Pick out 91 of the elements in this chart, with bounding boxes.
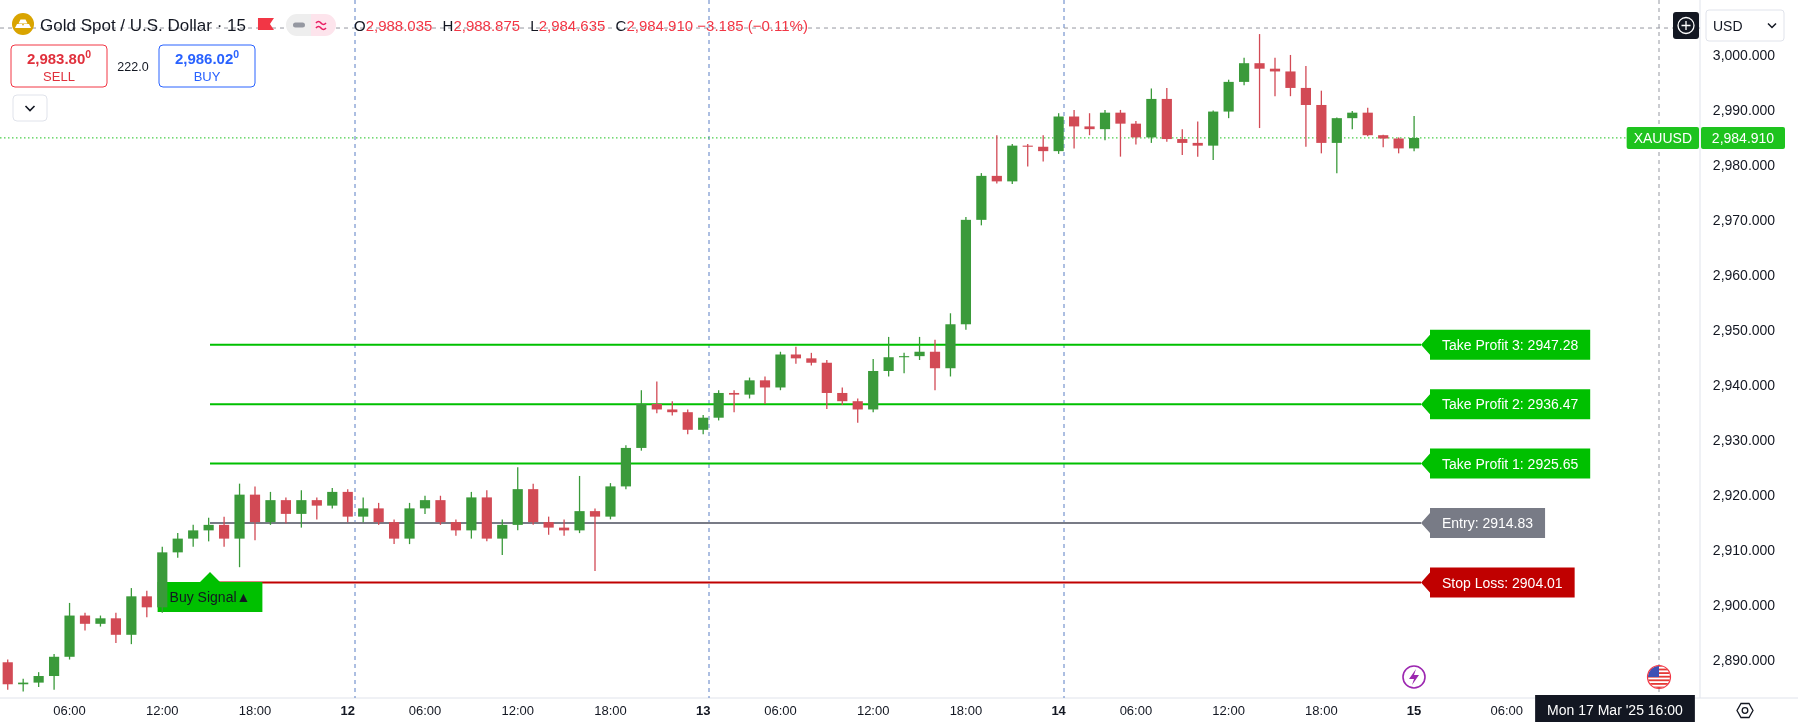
candlestick [141, 590, 152, 618]
x-tick-label: 06:00 [1490, 703, 1524, 718]
y-tick-label: 2,984.910 [1711, 129, 1775, 146]
candlestick [1022, 143, 1033, 168]
ref-line-label: Entry: 2914.83 [1442, 515, 1534, 532]
x-tick-label: 12:00 [501, 703, 534, 718]
x-tick-label: 18:00 [238, 703, 272, 718]
candlestick [914, 336, 925, 361]
candlestick [929, 339, 941, 391]
candlestick [172, 532, 183, 559]
candlestick [1099, 109, 1111, 141]
annotation: 2,986.02$^{0}$ [174, 48, 240, 67]
candlestick [883, 336, 894, 378]
x-tick-label: 06:00 [53, 703, 86, 718]
candlestick [265, 491, 276, 526]
y-tick-label: 2,970.000 [1712, 211, 1776, 228]
text: O2,988.035 H2,988.875 L2,984.635 C2,984.910 −3.185 (−0.11%) [353, 17, 808, 34]
annotation: XAUUSD [1633, 129, 1693, 146]
candlestick [311, 496, 322, 521]
y-tick-label: 2,950.000 [1712, 321, 1776, 338]
x-tick-label: 12:00 [856, 703, 890, 718]
candlestick [327, 487, 338, 510]
candlestick [898, 352, 910, 374]
annotation: 222.0 [117, 60, 149, 74]
candlestick [358, 496, 369, 523]
y-tick-label: 2,940.000 [1712, 376, 1776, 393]
y-tick-label: 2,890.000 [1712, 651, 1776, 668]
y-tick-label: 2,990.000 [1712, 101, 1776, 118]
x-tick-label: Mon 17 Mar '25 16:00 [1547, 702, 1684, 718]
candlestick [1254, 33, 1265, 129]
candlestick [574, 475, 585, 534]
annotation: BUY [193, 69, 221, 84]
candlestick [280, 496, 292, 524]
candlestick [744, 376, 755, 400]
candlestick [759, 375, 771, 405]
annotation: 2,983.80$^{0}$ [26, 48, 92, 67]
candlestick [373, 502, 384, 526]
ref-line-label: Take Profit 2: 2936.47 [1442, 396, 1579, 413]
x-tick-label: 13 [695, 703, 711, 718]
candlestick [682, 408, 693, 435]
ref-line-label: Take Profit 1: 2925.65 [1442, 455, 1579, 472]
candlestick [188, 524, 199, 548]
y-tick-label: 2,910.000 [1712, 541, 1776, 558]
ref-line-label: Take Profit 3: 2947.28 [1442, 336, 1579, 353]
candlestick [1362, 107, 1373, 137]
candlestick [435, 495, 446, 526]
x-tick-label: 12:00 [146, 703, 179, 718]
ref-line-label: Stop Loss: 2904.01 [1442, 574, 1563, 591]
candlestick [497, 518, 508, 556]
candlestick [48, 653, 60, 691]
x-tick-label: 15 [1406, 703, 1422, 718]
y-tick-label: 3,000.000 [1712, 46, 1776, 63]
x-tick-label: 06:00 [764, 703, 797, 718]
candlestick [543, 515, 554, 536]
y-tick-label: 2,960.000 [1712, 266, 1776, 283]
candlestick [1408, 115, 1420, 152]
x-tick-label: 18:00 [594, 703, 627, 718]
candlestick [296, 489, 307, 529]
x-tick-label: 12:00 [1212, 703, 1245, 718]
y-tick-label: 2,900.000 [1712, 596, 1776, 613]
candlestick [110, 612, 122, 644]
candlestick [218, 515, 230, 548]
candlestick [1192, 120, 1203, 158]
candlestick [1115, 109, 1126, 158]
candlestick [698, 414, 709, 435]
candlestick [419, 495, 431, 515]
candlestick [388, 518, 400, 545]
candlestick [790, 346, 802, 365]
annotation: SELL [43, 69, 75, 84]
candlestick [1130, 120, 1142, 146]
x-tick-label: 18:00 [949, 703, 983, 718]
candlestick [2, 658, 13, 691]
candlestick [728, 389, 740, 413]
x-tick-label: 06:00 [1119, 703, 1153, 718]
y-tick-label: 2,980.000 [1712, 156, 1776, 173]
x-tick-label: 12 [340, 703, 355, 718]
candlestick [1285, 54, 1296, 97]
candlestick [1238, 57, 1250, 86]
y-tick-label: 2,920.000 [1712, 486, 1776, 503]
x-tick-label: 18:00 [1305, 703, 1338, 718]
candlestick [589, 507, 601, 572]
candlestick [1084, 112, 1095, 136]
x-tick-label: 06:00 [408, 703, 442, 718]
y-tick-label: 2,930.000 [1712, 431, 1776, 448]
x-tick-label: 14 [1051, 703, 1067, 718]
candlestick [852, 397, 863, 424]
candlestick [1300, 65, 1312, 148]
candlestick [1177, 128, 1188, 156]
text: USD [1713, 18, 1743, 34]
annotation: Buy Signal▲ [169, 589, 251, 605]
text: Gold Spot / U.S. Dollar · 15 [40, 16, 246, 35]
